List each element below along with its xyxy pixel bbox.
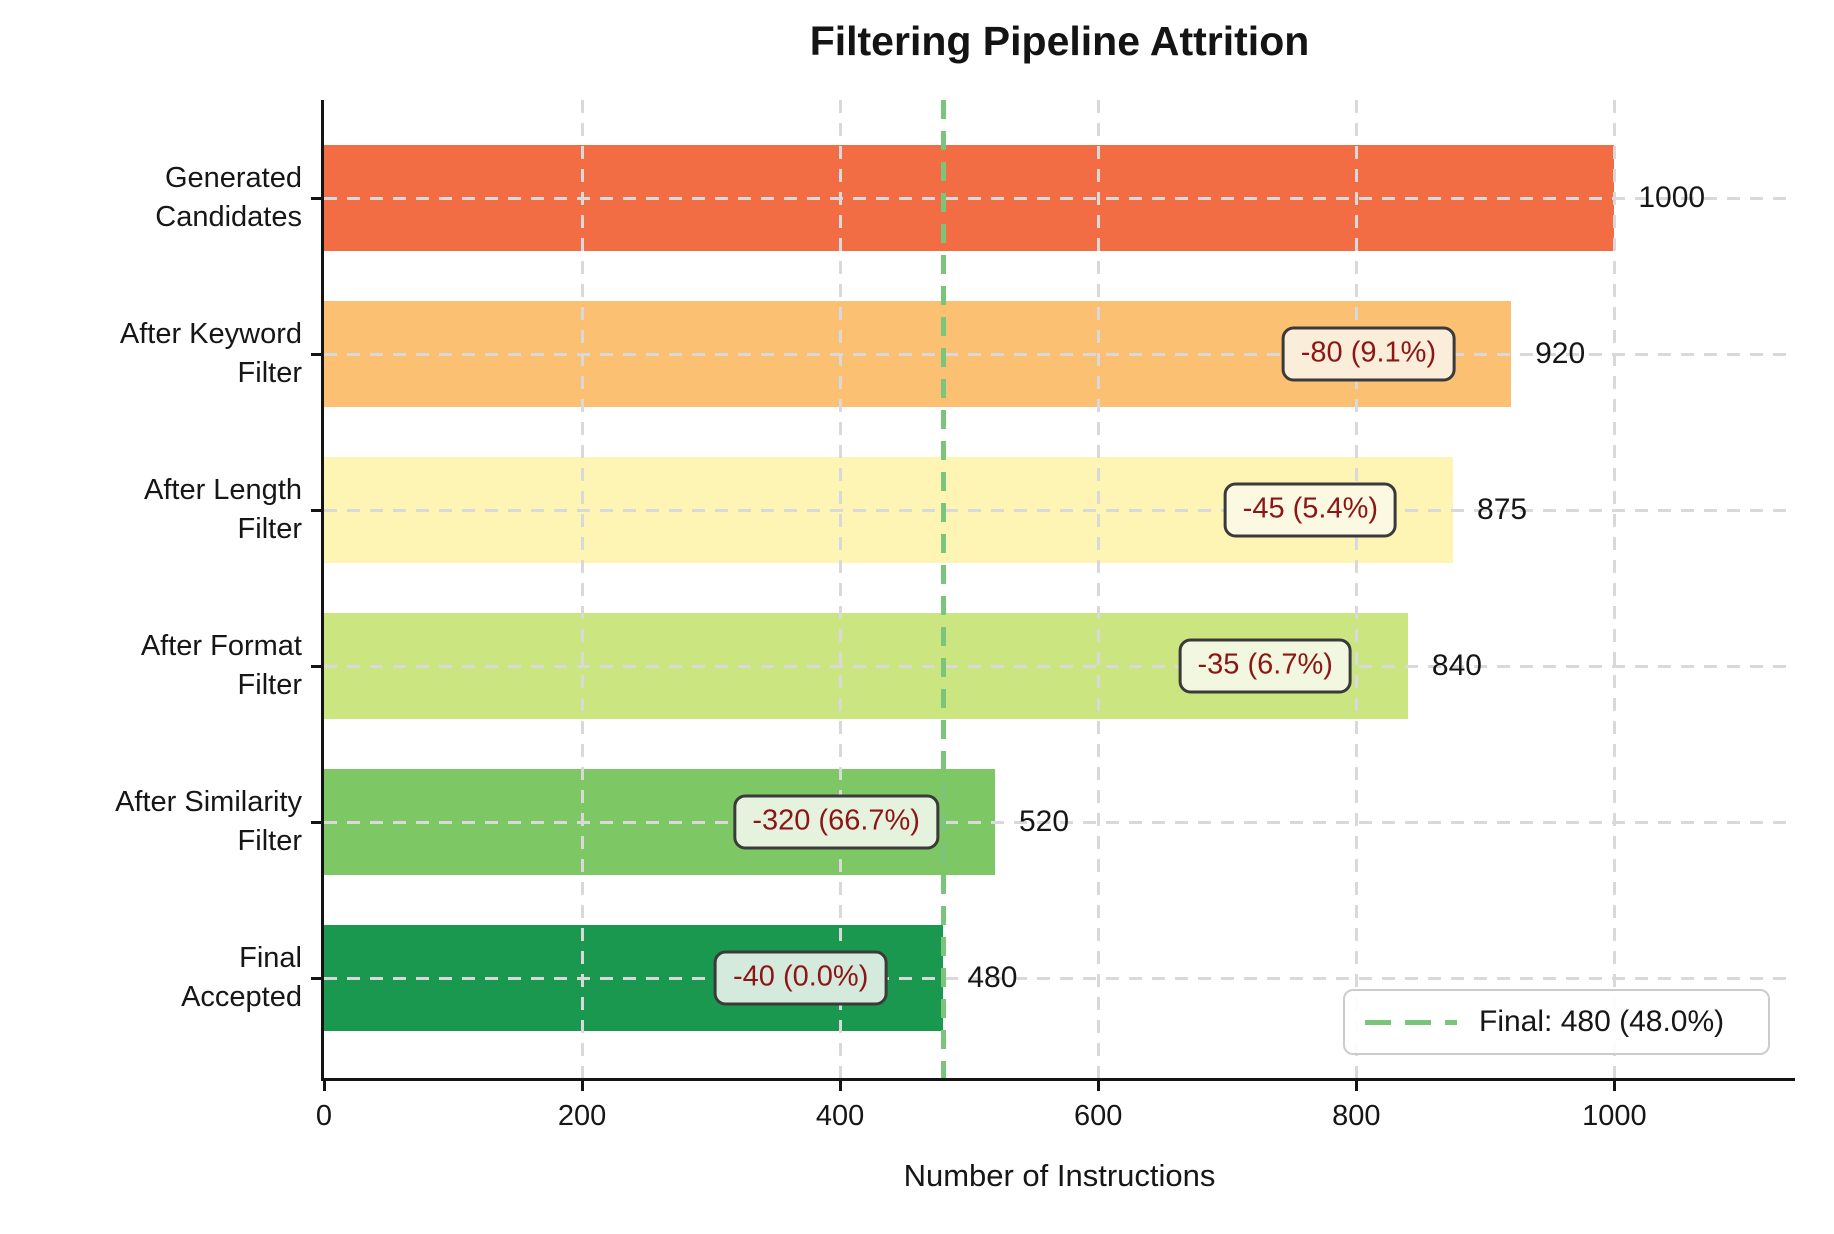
x-tick-label: 400 — [815, 1100, 865, 1132]
x-tick-label: 200 — [557, 1100, 607, 1132]
gridline-vertical — [1354, 100, 1358, 1078]
x-axis-spine — [321, 1078, 1795, 1081]
bar-value-label: 920 — [1535, 337, 1586, 370]
x-tick-label: 600 — [1074, 1100, 1123, 1132]
gridline-horizontal — [324, 664, 1795, 668]
gridline-horizontal — [324, 820, 1795, 824]
drop-annotation-badge: -320 (66.7%) — [733, 794, 939, 850]
chart-title: Filtering Pipeline Attrition — [809, 18, 1310, 64]
y-axis-spine — [321, 100, 324, 1081]
drop-annotation-badge: -35 (6.7%) — [1178, 638, 1352, 694]
gridline-vertical — [1612, 100, 1616, 1078]
gridline-horizontal — [324, 976, 1795, 980]
category-label: After Format Filter — [140, 630, 302, 701]
bar-value-label: 1000 — [1638, 181, 1706, 214]
bar-value-label: 840 — [1431, 649, 1482, 682]
gridline-horizontal — [324, 508, 1795, 512]
category-label: After Keyword Filter — [119, 318, 302, 389]
legend: Final: 480 (48.0%) — [1343, 989, 1770, 1055]
gridline-horizontal — [324, 196, 1795, 200]
drop-annotation-badge: -45 (5.4%) — [1223, 482, 1398, 538]
x-tick-mark — [838, 1078, 842, 1091]
category-label: Final Accepted — [181, 942, 302, 1013]
gridline-vertical — [838, 100, 842, 1078]
y-tick-mark — [311, 664, 324, 668]
bar-value-label: 520 — [1018, 805, 1070, 838]
y-tick-mark — [311, 196, 324, 200]
x-tick-label: 0 — [315, 1100, 333, 1132]
bar-value-label: 480 — [967, 961, 1018, 994]
gridline-vertical — [1096, 100, 1100, 1078]
category-label: After Similarity Filter — [115, 786, 302, 857]
x-tick-mark — [1096, 1078, 1100, 1091]
x-tick-label: 1000 — [1582, 1100, 1647, 1132]
x-tick-mark — [322, 1078, 326, 1091]
final-threshold-reference-line — [940, 100, 946, 1078]
y-tick-mark — [311, 976, 324, 980]
legend-label: Final: 480 (48.0%) — [1479, 1005, 1725, 1038]
y-tick-mark — [311, 820, 324, 824]
x-tick-mark — [1612, 1078, 1616, 1091]
drop-annotation-badge: -80 (9.1%) — [1281, 326, 1456, 382]
drop-annotation-badge: -40 (0.0%) — [713, 950, 888, 1006]
x-tick-mark — [580, 1078, 584, 1091]
x-tick-mark — [1354, 1078, 1358, 1091]
y-tick-mark — [311, 508, 324, 512]
x-tick-label: 800 — [1332, 1100, 1381, 1132]
gridline-horizontal — [324, 352, 1795, 356]
y-tick-mark — [311, 352, 324, 356]
legend-dashed-line-swatch — [1365, 1019, 1457, 1025]
x-axis-label: Number of Instructions — [903, 1158, 1216, 1193]
gridline-vertical — [580, 100, 584, 1078]
category-label: After Length Filter — [144, 474, 302, 545]
bar-value-label: 875 — [1477, 493, 1528, 526]
category-label: Generated Candidates — [155, 162, 302, 233]
